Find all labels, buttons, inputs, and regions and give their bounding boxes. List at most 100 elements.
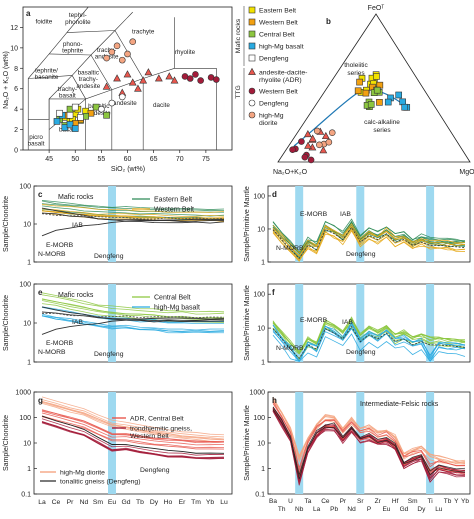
y-tick-label: 1	[27, 260, 31, 267]
panel-title: Mafic rocks	[58, 194, 94, 201]
ternary-point	[313, 127, 321, 135]
tas-point	[124, 50, 131, 58]
highlight-band	[295, 284, 304, 362]
panel-label: c	[38, 190, 43, 199]
ternary-point	[373, 73, 380, 80]
y-tick-label: 1	[27, 466, 31, 473]
field-label-line: phonolite	[65, 19, 91, 26]
ternary-point	[303, 129, 312, 138]
tas-boundary	[90, 54, 113, 90]
field-label-line: andesite	[76, 83, 100, 90]
legend-swatch	[248, 30, 256, 38]
tas-point	[113, 42, 121, 50]
series-line	[272, 225, 466, 257]
legend-entry: trondhjemitic gneiss,	[130, 426, 192, 433]
apex-label: FeOᵀ	[368, 5, 385, 12]
ternary-point	[316, 141, 323, 149]
series-line	[41, 205, 225, 217]
y-tick-label: 1	[261, 360, 265, 367]
y-tick-label: 1000	[15, 390, 31, 397]
ternary-point	[367, 101, 375, 108]
tas-point	[213, 76, 220, 83]
y-axis-title: Sample/Chondrite	[3, 295, 10, 351]
x-tick-label: Y	[454, 498, 459, 505]
series-line	[41, 396, 225, 436]
x-tick-label: Dy	[150, 499, 159, 506]
highlight-band	[295, 392, 304, 494]
y-tick-label: 10	[23, 321, 31, 328]
highlight-band	[426, 186, 435, 262]
series-line	[272, 228, 466, 262]
x-tick-label: 55	[97, 156, 105, 163]
field-label: tephrite/basanite	[35, 67, 59, 81]
x-tick-label: U	[288, 498, 293, 505]
series-line	[41, 399, 225, 438]
field-label-line: andesite	[113, 100, 137, 107]
ternary-point	[328, 129, 336, 137]
series-line	[272, 403, 466, 466]
x-tick-label: Ti	[427, 498, 432, 505]
annotation: IAB	[72, 319, 83, 326]
field-label-line: tephrite/	[35, 67, 58, 74]
tas-point	[71, 103, 79, 111]
y-axis-title: Sample/Chondrite	[3, 196, 10, 252]
series-line	[272, 406, 466, 477]
dengfeng-line	[272, 325, 466, 360]
x-tick-label: Ba	[269, 498, 277, 505]
apex-label: MgO	[459, 169, 474, 176]
legend-entry: Western Belt	[259, 20, 298, 27]
annotation: IAB	[72, 222, 83, 229]
y-tick-label: 0.1	[255, 492, 265, 499]
x-tick-label: Lu	[435, 506, 443, 513]
panel-c: 1 10 100 c Sample/Chondrite Mafic rocks Easter…	[3, 184, 233, 267]
field-label-line: tephrite	[62, 48, 84, 55]
y-tick-label: 100	[19, 282, 31, 289]
field-label-line: phono-	[63, 41, 83, 48]
field-label-line: dacite	[153, 102, 170, 109]
tas-point	[192, 71, 199, 78]
legend-entry: tonalitic gneiss (Dengfeng)	[60, 479, 140, 486]
legend-entry: Western Belt	[130, 433, 169, 440]
y-tick-label: 12	[10, 25, 18, 32]
annotation: N-MORB	[38, 251, 66, 258]
series-line	[272, 403, 466, 473]
field-label: rhyolite	[175, 49, 196, 56]
series-line	[41, 410, 225, 443]
tas-point	[108, 99, 116, 107]
series-line	[41, 294, 225, 315]
axes-frame-f	[267, 283, 471, 363]
x-tick-label: Pr	[67, 499, 75, 506]
ternary-point	[298, 138, 305, 145]
highlight-band	[295, 186, 304, 262]
tas-point	[108, 48, 116, 56]
legend-entry: andesite-dacite-	[259, 70, 307, 77]
x-tick-label: Pb	[330, 506, 338, 513]
series-line	[272, 228, 466, 260]
ternary-point	[395, 91, 403, 99]
series-line	[41, 204, 225, 213]
tas-point	[103, 54, 110, 62]
y-axis-title: Sample/Chondrite	[3, 415, 10, 471]
apex-label: Na₂O+K₂O	[273, 169, 308, 176]
field-label-line: basanite	[35, 74, 59, 81]
series-line	[272, 222, 466, 254]
legend-entry: ADR, Central Belt	[130, 416, 184, 423]
legend-entry: rhyolite (ADR)	[259, 77, 302, 84]
curve-label: series	[347, 70, 365, 77]
x-tick-label: 70	[176, 156, 184, 163]
x-tick-label: La	[38, 499, 46, 506]
series-line	[41, 313, 225, 331]
annotation: Dengfeng	[346, 349, 376, 356]
series-line	[272, 319, 466, 354]
series-line	[41, 401, 225, 441]
tas-boundary	[71, 75, 86, 100]
x-tick-label: Zr	[375, 498, 382, 505]
field-label-line: foidite	[35, 18, 52, 25]
panel-label: b	[326, 17, 331, 26]
field-label-line: basalt	[59, 93, 76, 100]
ternary-frame	[277, 13, 471, 163]
y-tick-label: 0.1	[21, 492, 31, 499]
x-tick-label: Nb	[295, 506, 304, 513]
panel-title: Mafic rocks	[58, 292, 94, 299]
tas-point	[77, 114, 84, 121]
